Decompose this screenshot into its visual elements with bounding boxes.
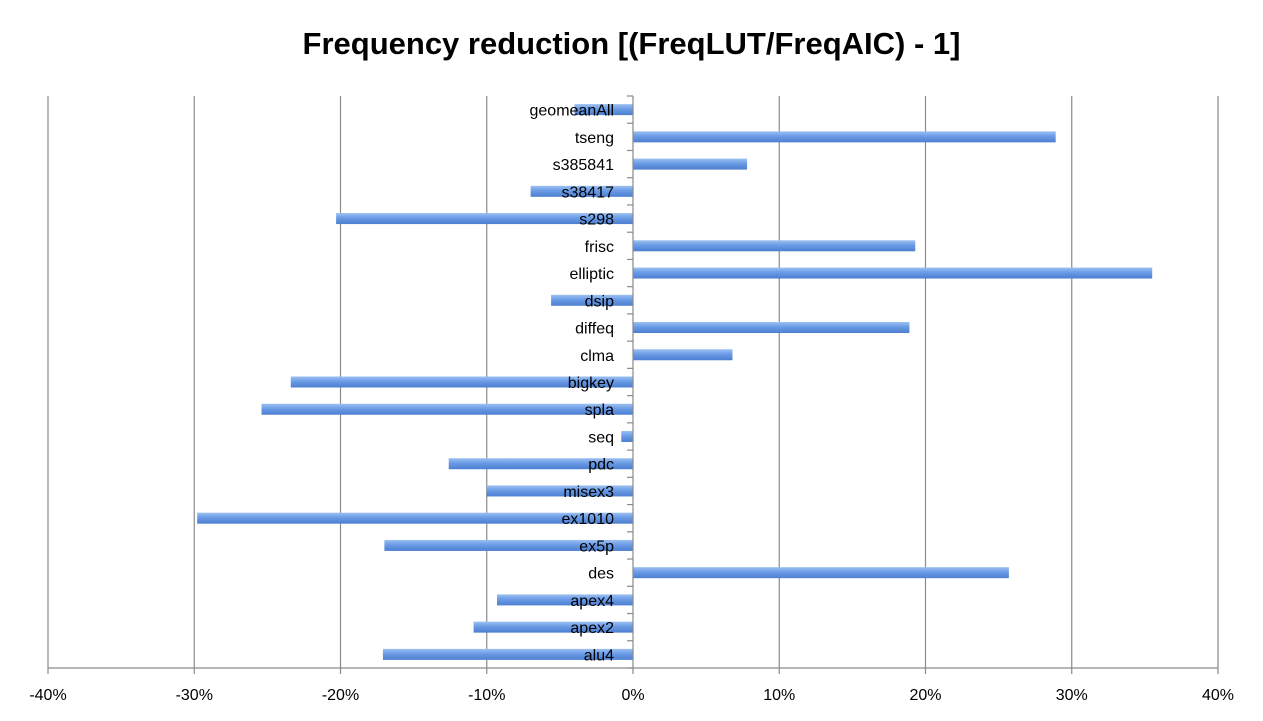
x-tick-label: 10% — [763, 687, 795, 704]
category-label: s38417 — [562, 184, 615, 201]
category-label: bigkey — [568, 375, 614, 392]
category-label: alu4 — [584, 647, 614, 664]
x-tick-label: 0% — [621, 687, 644, 704]
bar-s385841 — [633, 158, 748, 170]
x-tick-label: -30% — [176, 687, 213, 704]
bar-s38417 — [530, 185, 633, 197]
chart-title: Frequency reduction [(FreqLUT/FreqAIC) -… — [302, 26, 961, 61]
bar-frisc — [633, 240, 916, 252]
bar-diffeq — [633, 322, 910, 334]
x-tick-label: 40% — [1202, 687, 1234, 704]
bar-spla — [261, 403, 633, 415]
category-label: s385841 — [553, 157, 614, 174]
category-label: apex2 — [570, 620, 614, 637]
category-label: clma — [580, 348, 614, 365]
bar-apex2 — [473, 621, 633, 633]
bar-alu4 — [382, 648, 633, 660]
category-label: diffeq — [575, 321, 614, 338]
category-label: geomeanAll — [530, 103, 615, 120]
bar-seq — [621, 430, 633, 442]
category-label: ex5p — [579, 538, 614, 555]
bar-tseng — [633, 131, 1056, 143]
bar-ex5p — [384, 539, 633, 551]
category-label: misex3 — [563, 484, 614, 501]
bar-misex3 — [486, 485, 633, 497]
bar-des — [633, 567, 1009, 579]
category-label: ex1010 — [562, 511, 615, 528]
bar-bigkey — [290, 376, 633, 388]
category-label: des — [588, 566, 614, 583]
x-tick-label: 20% — [909, 687, 941, 704]
x-tick-label: 30% — [1056, 687, 1088, 704]
category-label: s298 — [579, 212, 614, 229]
bar-pdc — [448, 458, 633, 470]
bar-ex1010 — [197, 512, 634, 524]
category-label: apex4 — [570, 593, 614, 610]
category-label: elliptic — [570, 266, 614, 283]
bar-geomeanAll — [574, 104, 633, 116]
x-tick-label: -10% — [468, 687, 505, 704]
x-tick-label: -40% — [29, 687, 66, 704]
category-label: seq — [588, 429, 614, 446]
bar-apex4 — [496, 594, 633, 606]
category-label: spla — [585, 402, 614, 419]
category-label: frisc — [585, 239, 614, 256]
bar-dsip — [551, 294, 633, 306]
bar-s298 — [336, 213, 633, 225]
category-label: tseng — [575, 130, 614, 147]
category-label: dsip — [585, 293, 614, 310]
x-tick-label: -20% — [322, 687, 359, 704]
bar-clma — [633, 349, 733, 361]
bar-elliptic — [633, 267, 1153, 279]
category-label: pdc — [588, 457, 614, 474]
